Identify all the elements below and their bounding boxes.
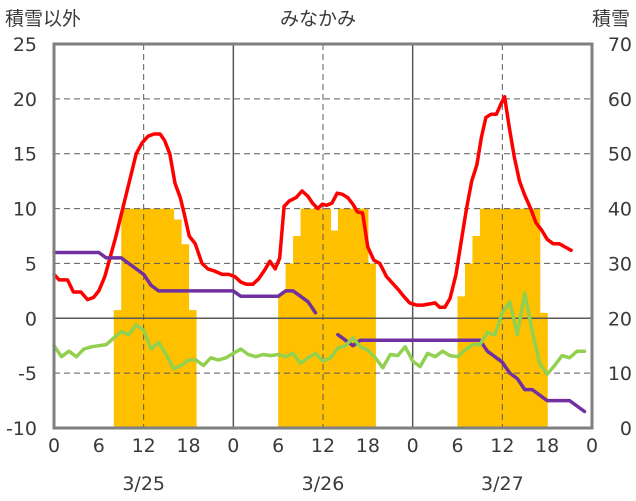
snow-bar-12 <box>285 263 294 428</box>
plot-frame <box>52 42 594 430</box>
date-label-1: 3/26 <box>302 473 345 495</box>
x-tick-label-0: 0 <box>48 435 60 457</box>
y-left-tick-label-6: 20 <box>13 89 37 111</box>
x-hour-tick-labels: 0 6 12 18 0 6 12 18 0 6 12 18 0 <box>48 435 598 457</box>
y-right-tick-label-2: 20 <box>608 308 632 330</box>
x-tick-label-4: 0 <box>227 435 239 457</box>
y-left-tick-label-4: 10 <box>13 199 37 221</box>
y-left-tick-label-2: 0 <box>25 308 37 330</box>
snow-bar-10 <box>188 310 197 428</box>
y-right-tick-label-4: 40 <box>608 199 632 221</box>
y-right-tick-label-5: 50 <box>608 144 632 166</box>
snow-bar-8 <box>173 219 182 428</box>
x-tick-label-7: 18 <box>356 435 380 457</box>
purple-series-line-1 <box>52 250 318 315</box>
chart-title: みなかみ <box>280 8 356 30</box>
snow-bar-26 <box>472 236 481 428</box>
x-tick-label-3: 18 <box>176 435 200 457</box>
y-right-tick-label-7: 70 <box>608 34 632 56</box>
snow-bar-24 <box>457 296 466 428</box>
line-series <box>52 94 587 414</box>
y-left-tick-label-3: 5 <box>25 253 37 275</box>
plot-border <box>52 42 594 430</box>
left-axis-label: 積雪以外 <box>5 8 81 30</box>
y-right-tick-label-3: 30 <box>608 253 632 275</box>
y-left-tick-label-5: 15 <box>13 144 37 166</box>
date-label-2: 3/27 <box>481 473 524 495</box>
y-left-tick-label-7: 25 <box>13 34 37 56</box>
date-label-0: 3/25 <box>122 473 165 495</box>
red-series-line-0 <box>52 94 573 310</box>
x-tick-label-1: 6 <box>93 435 105 457</box>
green-series-line-3 <box>52 291 587 376</box>
x-tick-label-12: 0 <box>586 435 598 457</box>
snow-bar-9 <box>181 244 190 428</box>
x-tick-label-11: 18 <box>535 435 559 457</box>
y-right-tick-label-1: 10 <box>608 363 632 385</box>
y-right-tick-label-0: 0 <box>620 418 632 440</box>
date-labels: 3/25 3/26 3/27 <box>122 473 523 495</box>
y-right-tick-labels: 0 10 20 30 40 50 60 70 <box>608 34 632 440</box>
snow-bar-18 <box>330 230 339 428</box>
x-tick-label-6: 12 <box>311 435 335 457</box>
snow-bar-23 <box>367 263 376 428</box>
x-tick-label-5: 6 <box>272 435 284 457</box>
x-tick-label-8: 0 <box>407 435 419 457</box>
y-left-tick-label-1: -5 <box>18 363 37 385</box>
snow-bar-13 <box>293 236 302 428</box>
y-left-tick-labels: -10 -5 0 5 10 15 20 25 <box>6 34 37 440</box>
y-right-tick-label-6: 60 <box>608 89 632 111</box>
x-tick-label-9: 6 <box>451 435 463 457</box>
y-left-tick-label-0: -10 <box>6 418 37 440</box>
x-tick-label-10: 12 <box>490 435 514 457</box>
right-axis-label: 積雪 <box>592 8 630 30</box>
x-tick-label-2: 12 <box>132 435 156 457</box>
purple-series-line-2 <box>336 332 587 414</box>
snow-bar-11 <box>278 293 287 428</box>
snow-bar-0 <box>113 310 122 428</box>
